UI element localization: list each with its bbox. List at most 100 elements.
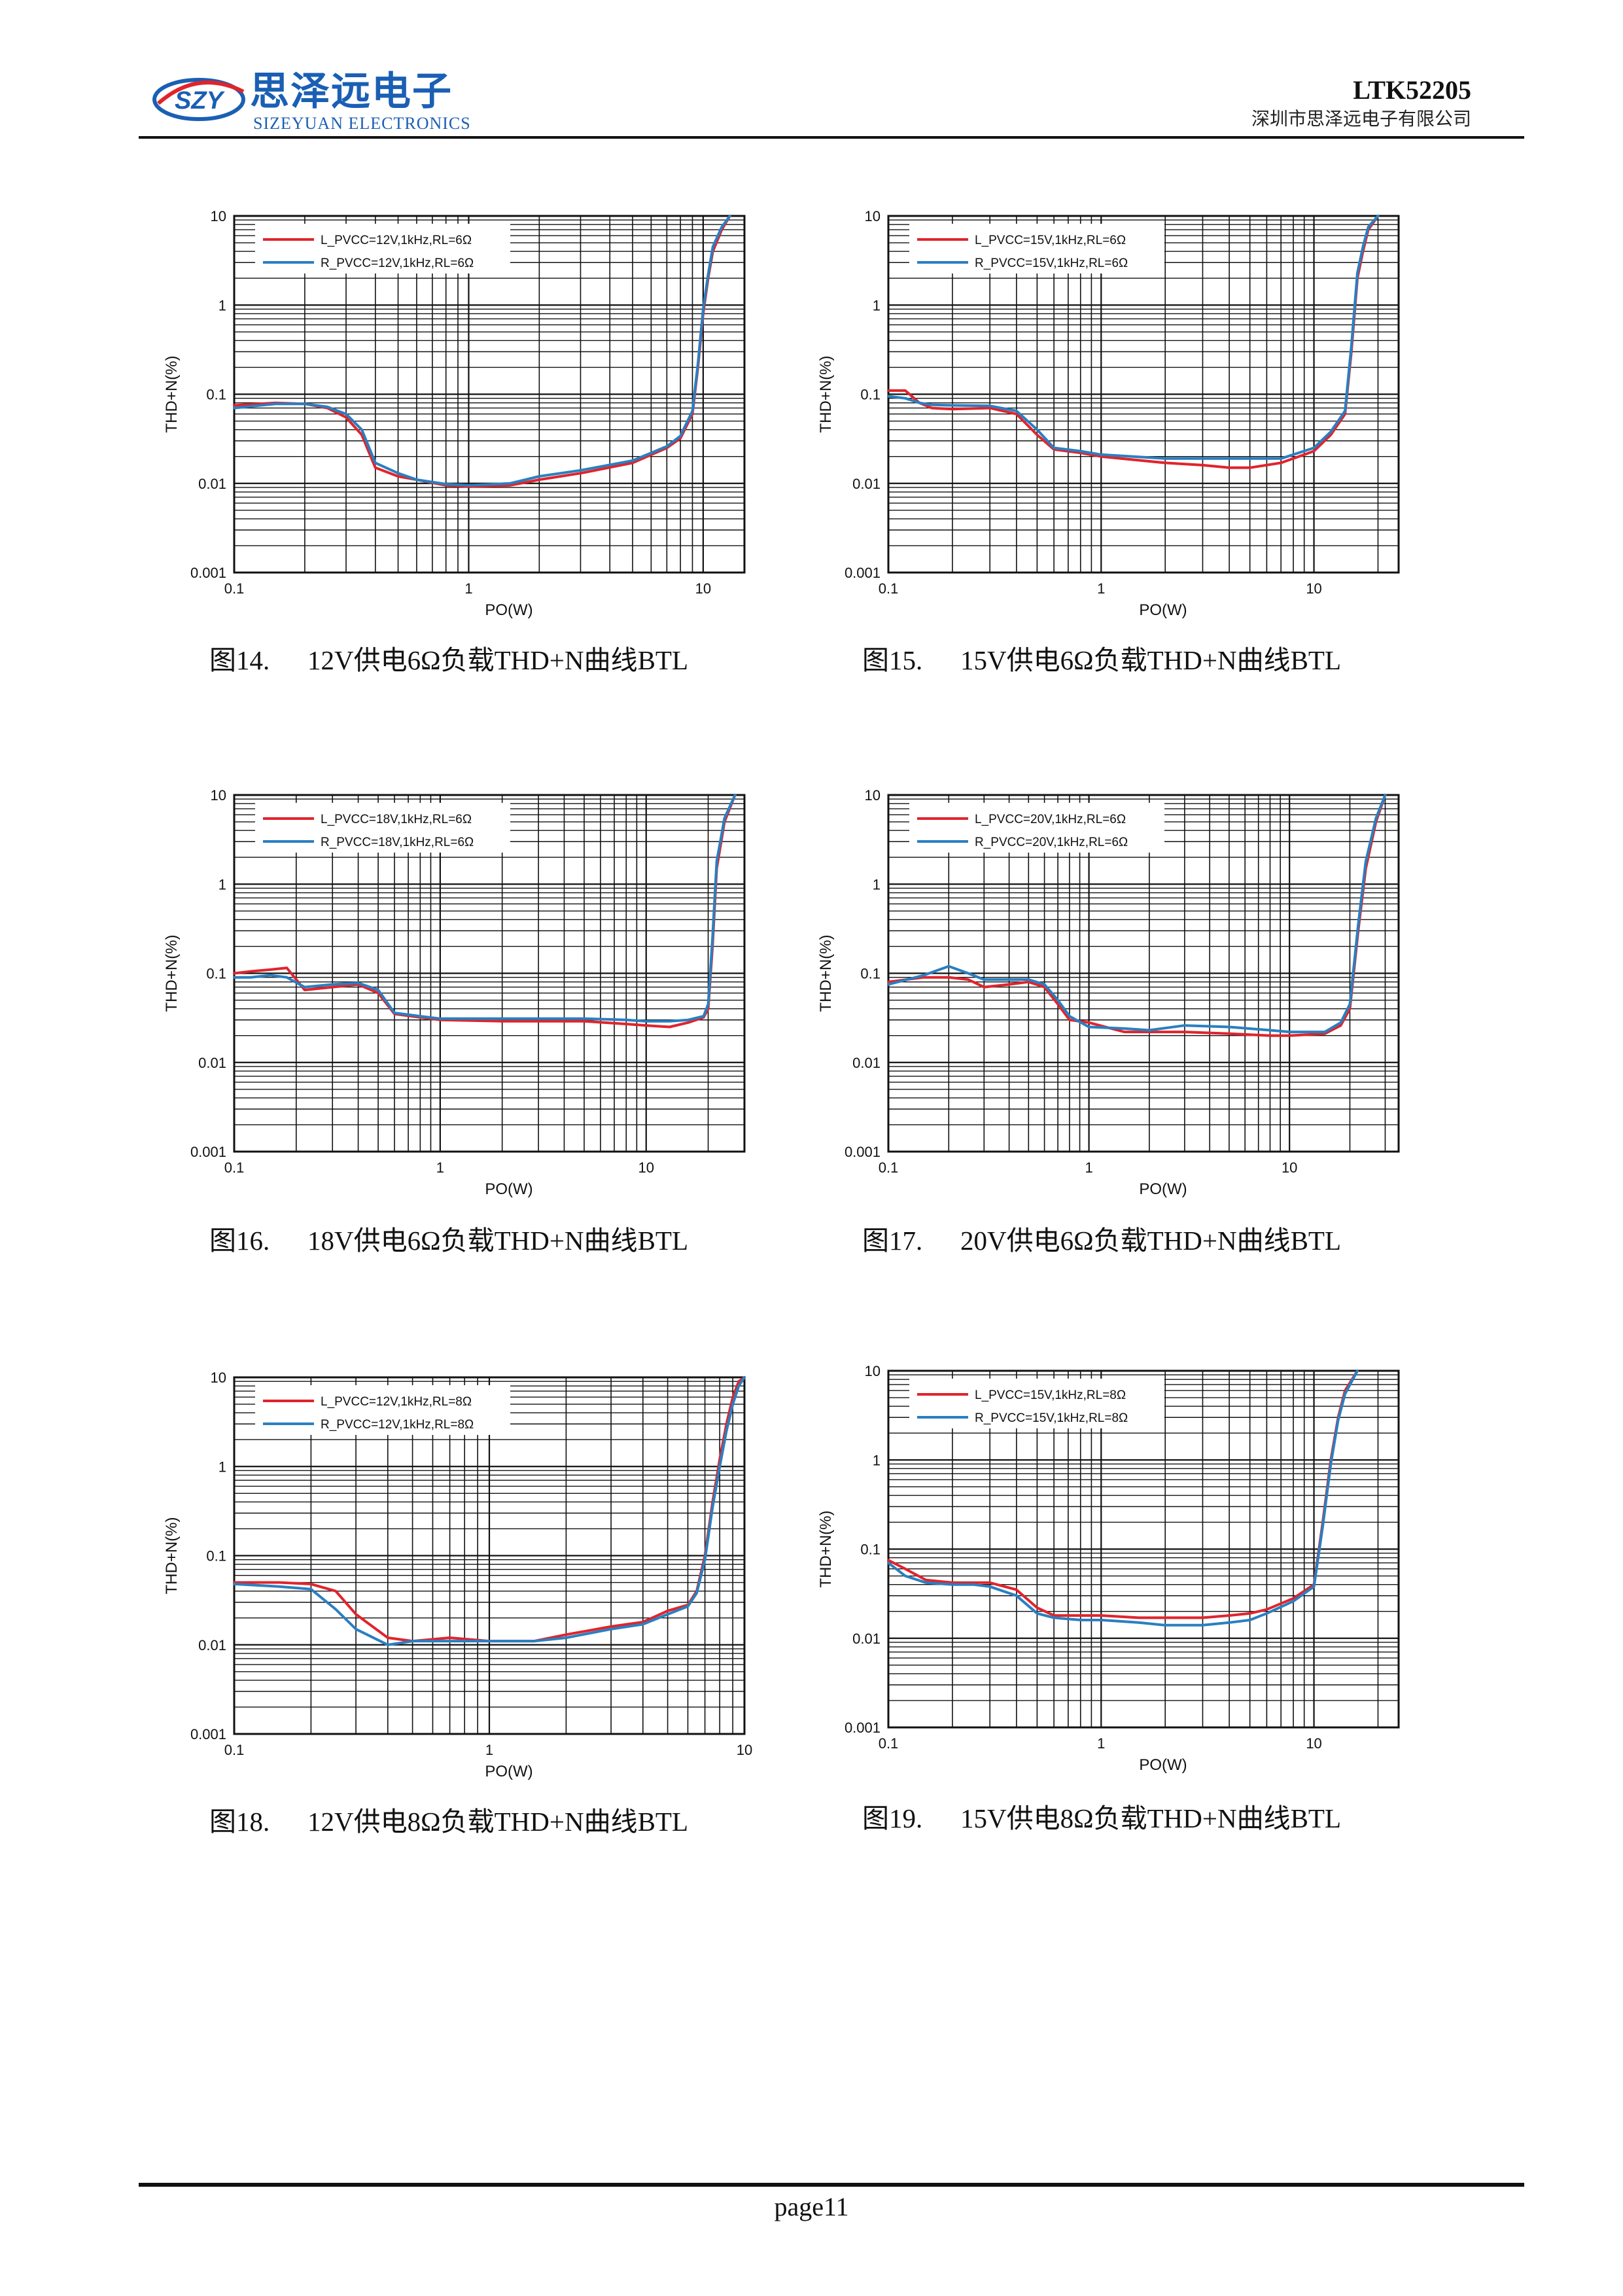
footer-divider [139, 2183, 1524, 2187]
plot-frame [887, 1369, 1400, 1729]
series-line-right-channel [233, 215, 731, 487]
thd-chart-fig15: 0.001 0.01 0.1 1 10 0.1 1 10 PO(W) THD+N(%) L_PVCC… [805, 196, 1492, 628]
y-tick-label: 1 [873, 876, 881, 892]
chart-svg: 0.001 0.01 0.1 1 10 0.1 1 10 PO(W) THD+N(%) L_PVCC… [817, 1363, 1400, 1774]
legend-box [255, 224, 510, 274]
page-number: page11 [774, 2192, 849, 2221]
x-tick-label: 10 [1306, 1735, 1321, 1752]
legend-box [255, 803, 510, 853]
x-axis-label: PO(W) [485, 1763, 532, 1780]
chart-svg: 0.001 0.01 0.1 1 10 0.1 1 10 PO(W) THD+N(%) L_PVCC… [163, 208, 746, 619]
series-line-right-channel [233, 794, 737, 1023]
y-tick-label: 0.01 [852, 1631, 881, 1647]
figure-title: 15V供电6Ω负载THD+N曲线BTL [960, 645, 1342, 675]
x-tick-label: 1 [464, 580, 472, 597]
y-tick-label: 1 [873, 297, 881, 313]
y-tick-label: 0.1 [206, 1548, 226, 1564]
y-tick-label: 1 [218, 297, 226, 313]
figure-label: 图18. [209, 1807, 270, 1837]
y-tick-label: 0.01 [198, 476, 226, 492]
figure-label: 图16. [209, 1226, 270, 1256]
y-tick-label: 10 [211, 787, 226, 804]
y-tick-label: 0.001 [190, 565, 226, 581]
logo-badge-text: SZY [175, 87, 226, 115]
y-tick-label: 0.1 [206, 387, 226, 403]
logo-company-cn: 思泽远电子 [250, 69, 453, 115]
y-tick-label: 0.01 [852, 476, 881, 492]
company-logo: SZY 思泽远电子 SIZEYUAN ELECTRONICS [152, 65, 479, 137]
legend-label: L_PVCC=12V,1kHz,RL=6Ω [321, 234, 472, 247]
y-tick-label: 0.001 [845, 1144, 881, 1160]
x-axis-label: PO(W) [485, 601, 532, 619]
legend-box [255, 1385, 510, 1435]
x-tick-label: 1 [1097, 580, 1105, 597]
plot-frame [887, 215, 1400, 574]
legend-box [909, 803, 1164, 853]
x-axis-label: PO(W) [1139, 1756, 1187, 1774]
figure-label: 图15. [862, 645, 923, 675]
thd-chart-fig14: 0.001 0.01 0.1 1 10 0.1 1 10 PO(W) THD+N(%) L_PVCC… [150, 196, 837, 628]
y-tick-label: 1 [873, 1452, 881, 1468]
legend-box [909, 1379, 1164, 1428]
figure-caption-14: 图14. 12V供电6Ω负载THD+N曲线BTL [209, 645, 688, 676]
y-tick-label: 0.1 [860, 1542, 881, 1558]
legend-label: L_PVCC=20V,1kHz,RL=6Ω [975, 813, 1126, 826]
chart-svg: 0.001 0.01 0.1 1 10 0.1 1 10 PO(W) THD+N(%) L_PVCC… [163, 1369, 752, 1780]
company-name: 深圳市思泽远电子有限公司 [1251, 108, 1471, 130]
x-tick-label: 0.1 [224, 1742, 245, 1758]
y-tick-label: 0.01 [852, 1055, 881, 1071]
doc-code: LTK52205 [1353, 75, 1471, 105]
series-line-left-channel [233, 1376, 746, 1643]
legend-label: R_PVCC=12V,1kHz,RL=6Ω [321, 256, 474, 270]
x-axis-label: PO(W) [1139, 1180, 1187, 1198]
y-tick-label: 10 [211, 1369, 226, 1386]
thd-chart-fig17: 0.001 0.01 0.1 1 10 0.1 1 10 PO(W) THD+N(%) L_PVCC… [805, 775, 1492, 1207]
figure-label: 图17. [862, 1226, 923, 1256]
legend-label: R_PVCC=20V,1kHz,RL=6Ω [975, 836, 1128, 849]
x-tick-label: 10 [695, 580, 711, 597]
figure-caption-18: 图18. 12V供电8Ω负载THD+N曲线BTL [209, 1806, 688, 1837]
y-axis-label: THD+N(%) [817, 1511, 835, 1588]
figure-title: 20V供电6Ω负载THD+N曲线BTL [960, 1226, 1342, 1256]
y-tick-label: 0.01 [198, 1055, 226, 1071]
figure-caption-19: 图19. 15V供电8Ω负载THD+N曲线BTL [862, 1803, 1341, 1834]
legend-label: R_PVCC=12V,1kHz,RL=8Ω [321, 1418, 474, 1432]
x-tick-label: 0.1 [879, 1735, 899, 1752]
y-tick-label: 0.001 [190, 1726, 226, 1742]
thd-chart-fig16: 0.001 0.01 0.1 1 10 0.1 1 10 PO(W) THD+N(%) L_PVCC… [150, 775, 837, 1207]
series-line-right-channel [233, 1376, 746, 1646]
y-tick-label: 0.1 [206, 966, 226, 982]
x-tick-label: 0.1 [879, 1159, 899, 1176]
y-tick-label: 0.1 [860, 966, 881, 982]
legend-label: L_PVCC=18V,1kHz,RL=6Ω [321, 813, 472, 826]
legend-label: L_PVCC=15V,1kHz,RL=8Ω [975, 1388, 1126, 1402]
legend-label: R_PVCC=15V,1kHz,RL=8Ω [975, 1411, 1128, 1425]
x-tick-label: 1 [436, 1159, 444, 1176]
legend-label: R_PVCC=15V,1kHz,RL=6Ω [975, 256, 1128, 270]
x-tick-label: 1 [485, 1742, 493, 1758]
x-axis-label: PO(W) [485, 1180, 532, 1198]
y-axis-label: THD+N(%) [163, 1517, 181, 1595]
y-tick-label: 0.1 [860, 387, 881, 403]
x-tick-label: 0.1 [224, 1159, 245, 1176]
y-axis-label: THD+N(%) [163, 935, 181, 1012]
legend-label: L_PVCC=12V,1kHz,RL=8Ω [321, 1395, 472, 1409]
y-axis-label: THD+N(%) [817, 935, 835, 1012]
y-tick-label: 0.001 [845, 1720, 881, 1736]
plot-frame [233, 215, 746, 574]
figure-title: 12V供电6Ω负载THD+N曲线BTL [307, 645, 689, 675]
x-tick-label: 10 [1306, 580, 1321, 597]
x-tick-label: 1 [1097, 1735, 1105, 1752]
figure-label: 图19. [862, 1803, 923, 1833]
figure-title: 12V供电8Ω负载THD+N曲线BTL [307, 1807, 689, 1837]
y-axis-label: THD+N(%) [163, 356, 181, 433]
y-tick-label: 0.001 [845, 565, 881, 581]
y-tick-label: 10 [211, 208, 226, 224]
y-tick-label: 1 [218, 1458, 226, 1475]
plot-frame [233, 1376, 746, 1735]
logo-company-en: SIZEYUAN ELECTRONICS [253, 114, 471, 133]
logo-badge: SZY [152, 78, 245, 121]
plot-frame [887, 794, 1400, 1153]
x-tick-label: 0.1 [879, 580, 899, 597]
series-line-right-channel [887, 794, 1387, 1034]
